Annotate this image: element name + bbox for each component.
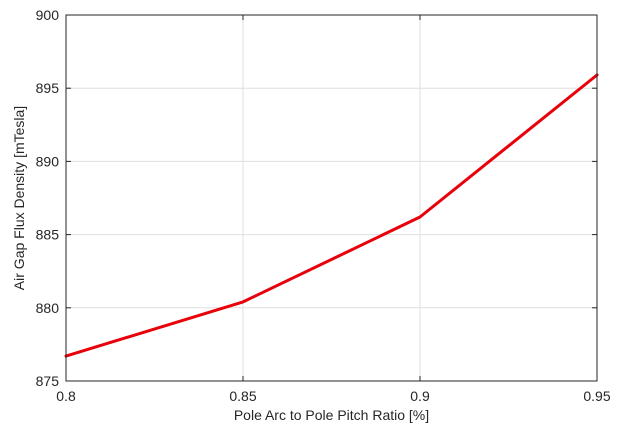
x-axis-title: Pole Arc to Pole Pitch Ratio [%] xyxy=(234,407,429,423)
y-tick-label: 900 xyxy=(36,7,60,23)
series-line xyxy=(64,73,599,358)
series-layer xyxy=(64,73,599,358)
y-tick-label: 890 xyxy=(36,153,60,169)
plot-frame xyxy=(65,14,598,382)
y-axis-title: Air Gap Flux Density [mTesla] xyxy=(11,106,27,290)
tick-labels: 0.8 0.85 0.9 0.95 875 880 885 890 895 900 xyxy=(36,7,611,404)
x-tick-label: 0.9 xyxy=(410,388,430,404)
x-tick-label: 0.85 xyxy=(229,388,256,404)
axis-ticks xyxy=(65,14,598,382)
y-tick-label: 875 xyxy=(36,373,60,389)
x-tick-label: 0.95 xyxy=(583,388,610,404)
grid-lines xyxy=(66,15,597,381)
y-tick-label: 885 xyxy=(36,227,60,243)
x-tick-label: 0.8 xyxy=(56,388,76,404)
y-tick-label: 880 xyxy=(36,300,60,316)
y-tick-label: 895 xyxy=(36,80,60,96)
